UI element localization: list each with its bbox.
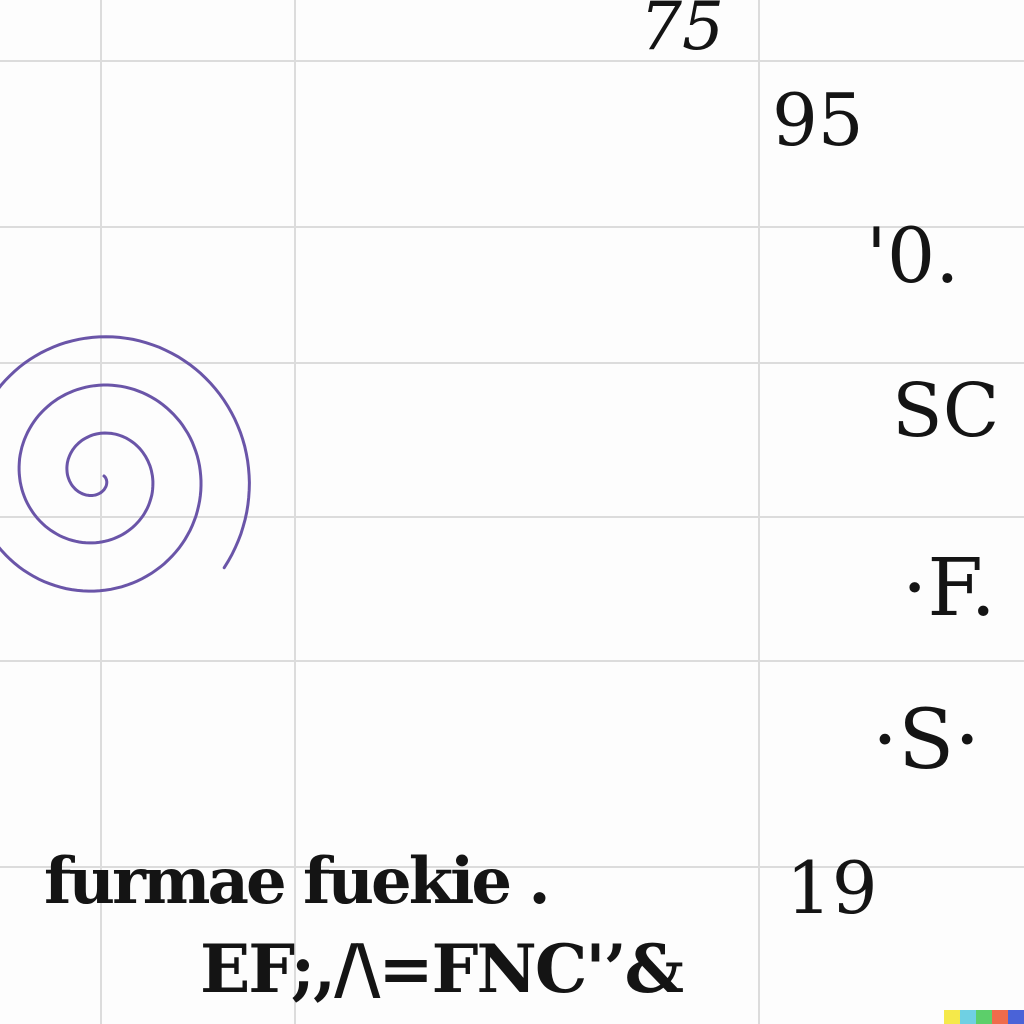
grid-line [294,0,296,1024]
watermark-swatch [976,1010,992,1024]
grid-line [0,60,1024,62]
grid-line [0,362,1024,364]
glyph-bottom-line-1: furmae fuekie . [44,844,551,919]
glyph-number-19: 19 [786,846,878,930]
watermark-swatch [992,1010,1008,1024]
glyph-letter-s: ·S· [872,693,981,788]
grid-line [0,660,1024,662]
glyph-letter-0: '0. [866,211,960,300]
grid-line [0,226,1024,228]
grid-line [100,0,102,1024]
watermark-swatch [944,1010,960,1024]
watermark-swatch [1008,1010,1024,1024]
color-bar-watermark-icon [944,1010,1024,1024]
watermark-swatch [960,1010,976,1024]
glyph-letters-sc: SC [892,368,1000,454]
glyph-bottom-line-2: EF;,/\=FNC'’& [200,930,684,1008]
glyph-letters-f: ·F. [902,541,996,634]
grid-line [0,516,1024,518]
glyph-number-95: 95 [772,78,864,162]
glyph-top-number: 75 [640,0,724,65]
grid-line [758,0,760,1024]
spiral-drawing-icon [0,335,251,593]
grid-line [0,866,1024,868]
